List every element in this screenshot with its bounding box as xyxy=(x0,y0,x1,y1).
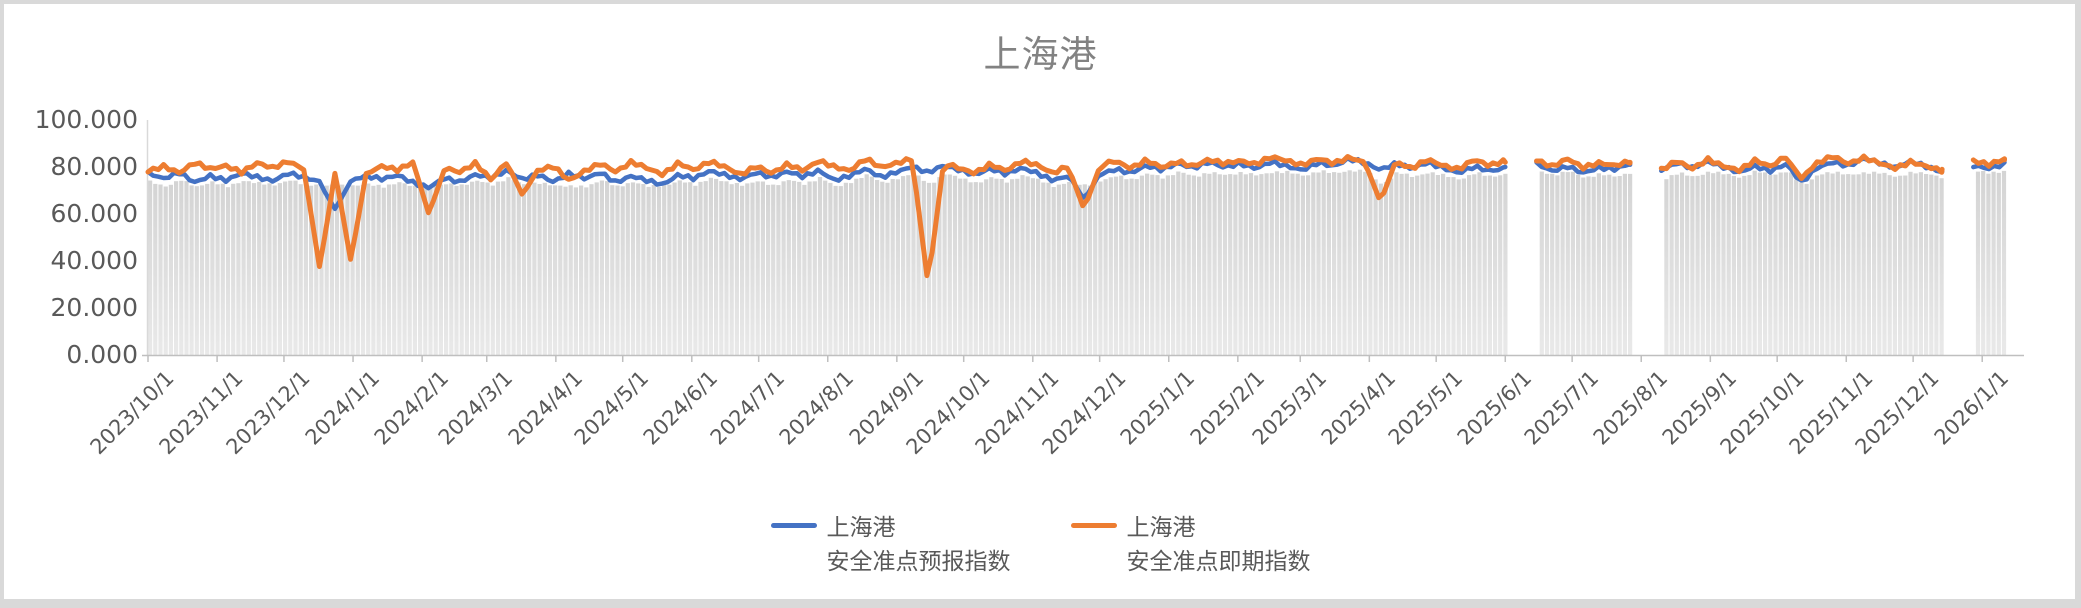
y-axis-tick-label: 60.000 xyxy=(50,199,138,228)
background-bars xyxy=(148,169,2007,355)
y-axis-tick-label: 40.000 xyxy=(50,246,138,275)
legend-spot-line1: 上海港 xyxy=(1126,515,1196,541)
y-axis-tick-label: 100.000 xyxy=(34,105,138,134)
y-axis-tick-label: 80.000 xyxy=(50,152,138,181)
forecast-line-swatch-icon xyxy=(770,523,817,528)
legend-spot-line2: 安全准点即期指数 xyxy=(1126,549,1311,575)
chart-title: 上海港 xyxy=(983,33,1098,76)
x-axis-tick-marks xyxy=(147,355,1983,362)
spot-line-swatch-icon xyxy=(1070,523,1117,528)
spot-index-line xyxy=(145,153,2007,279)
legend-forecast-line1: 上海港 xyxy=(826,515,896,541)
legend-item-spot: 上海港 安全准点即期指数 xyxy=(1070,511,1311,579)
legend: 上海港 安全准点预报指数 上海港 安全准点即期指数 xyxy=(0,511,2081,579)
y-axis-tick-label: 20.000 xyxy=(50,293,138,322)
y-axis-tick-label: 0.000 xyxy=(66,340,138,369)
legend-forecast-line2: 安全准点预报指数 xyxy=(826,549,1011,575)
legend-item-forecast: 上海港 安全准点预报指数 xyxy=(770,511,1011,579)
